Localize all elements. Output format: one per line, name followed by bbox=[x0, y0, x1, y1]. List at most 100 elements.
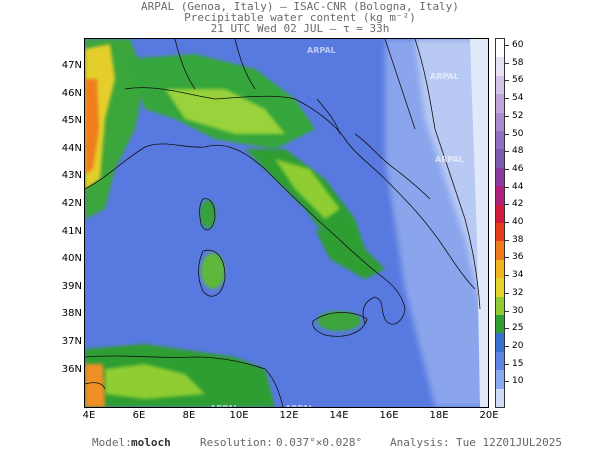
colorbar-tick-label: 15 bbox=[512, 358, 524, 369]
field-apennines-light bbox=[275, 159, 340, 219]
latitude-label: 45N bbox=[61, 115, 82, 127]
colorbar-tick-label: 36 bbox=[512, 252, 524, 263]
latitude-label: 40N bbox=[61, 253, 82, 265]
longitude-label: 8E bbox=[182, 410, 196, 421]
colorbar-tick-mark bbox=[505, 168, 509, 170]
latitude-label: 41N bbox=[61, 225, 82, 237]
colorbar-tick-label: 10 bbox=[512, 376, 524, 387]
colorbar-tick-mark bbox=[505, 151, 509, 153]
colorbar-segment bbox=[496, 278, 504, 298]
colorbar-tick-label: 44 bbox=[512, 181, 524, 192]
colorbar-tick-label: 32 bbox=[512, 287, 524, 298]
colorbar-segment bbox=[496, 149, 504, 169]
field-campania-green bbox=[315, 229, 385, 279]
colorbar-segment bbox=[496, 39, 504, 58]
latitude-label: 47N bbox=[61, 60, 82, 71]
colorbar-tick-label: 25 bbox=[512, 323, 524, 334]
latitude-label: 38N bbox=[61, 308, 82, 320]
colorbar-segment bbox=[496, 351, 504, 371]
colorbar-segment bbox=[496, 94, 504, 114]
colorbar-segment bbox=[496, 223, 504, 242]
colorbar-tick-label: 56 bbox=[512, 75, 524, 86]
field-po-yellowgreen bbox=[165, 89, 285, 134]
watermark: ARPAL bbox=[210, 404, 239, 407]
longitude-label: 18E bbox=[429, 410, 449, 421]
colorbar bbox=[495, 38, 505, 408]
longitude-label: 14E bbox=[329, 410, 349, 421]
field-northeast-lighter bbox=[415, 39, 488, 339]
colorbar-tick-label: 58 bbox=[512, 57, 524, 68]
resolution-label: Resolution: bbox=[200, 436, 273, 449]
colorbar-segment bbox=[496, 204, 504, 224]
colorbar-tick-mark bbox=[505, 275, 509, 277]
colorbar-tick-label: 54 bbox=[512, 93, 524, 104]
field-west-orange bbox=[85, 79, 99, 174]
colorbar-segment bbox=[496, 241, 504, 261]
watermark: ARPAL bbox=[435, 155, 464, 164]
colorbar-tick-mark bbox=[505, 239, 509, 241]
colorbar-tick-mark bbox=[505, 80, 509, 82]
colorbar-tick-label: 20 bbox=[512, 340, 524, 351]
latitude-label: 46N bbox=[61, 87, 82, 99]
latitude-label: 39N bbox=[61, 280, 82, 292]
longitude-label: 4E bbox=[82, 410, 96, 421]
latitude-label: 42N bbox=[61, 198, 82, 209]
colorbar-tick-label: 38 bbox=[512, 234, 524, 245]
colorbar-tick-mark bbox=[505, 381, 509, 383]
colorbar-tick-mark bbox=[505, 204, 509, 206]
field-corsica-green bbox=[200, 200, 216, 228]
colorbar-tick-label: 30 bbox=[512, 305, 524, 316]
colorbar-segment bbox=[496, 112, 504, 132]
model-label: Model: bbox=[92, 436, 132, 449]
colorbar-tick-mark bbox=[505, 45, 509, 46]
colorbar-segment bbox=[496, 296, 504, 316]
field-africa-yellowgreen bbox=[105, 364, 205, 399]
latitude-label: 43N bbox=[61, 170, 82, 182]
colorbar-tick-label: 34 bbox=[512, 270, 524, 281]
colorbar-tick-mark bbox=[505, 222, 509, 223]
watermark: ARPAL bbox=[285, 404, 314, 407]
field-sicily-green bbox=[317, 311, 361, 331]
colorbar-tick-mark bbox=[505, 186, 509, 188]
colorbar-tick-mark bbox=[505, 98, 509, 100]
header-time-line: 21 UTC Wed 02 JUL — τ = 33h bbox=[210, 22, 390, 35]
analysis-value: Tue 12Z01JUL2025 bbox=[456, 436, 562, 449]
header-title-line: ARPAL (Genoa, Italy) — ISAC-CNR (Bologna… bbox=[141, 0, 459, 13]
colorbar-segment bbox=[496, 186, 504, 206]
colorbar-tick-label: 40 bbox=[512, 217, 524, 227]
latitude-label: 37N bbox=[61, 336, 82, 347]
colorbar-segment bbox=[496, 333, 504, 353]
colorbar-tick-mark bbox=[505, 310, 509, 312]
latitude-label: 36N bbox=[61, 363, 82, 375]
analysis-label: Analysis: bbox=[390, 436, 450, 449]
coastlines bbox=[85, 39, 481, 407]
colorbar-tick-mark bbox=[505, 62, 509, 64]
field-africa-orange bbox=[85, 364, 105, 407]
resolution-value: 0.037°×0.028° bbox=[276, 436, 363, 449]
field-sardinia-green bbox=[201, 253, 225, 289]
colorbar-tick-label: 42 bbox=[512, 199, 524, 210]
colorbar-segment bbox=[496, 131, 504, 150]
colorbar-tick-mark bbox=[505, 257, 509, 259]
latitude-label: 44N bbox=[61, 142, 82, 154]
colorbar-tick-mark bbox=[505, 133, 509, 135]
longitude-label: 20E bbox=[479, 410, 499, 421]
colorbar-segment bbox=[496, 315, 504, 334]
colorbar-tick-label: 60 bbox=[512, 40, 524, 50]
colorbar-tick-mark bbox=[505, 115, 509, 117]
colorbar-tick-mark bbox=[505, 363, 509, 365]
colorbar-tick-label: 52 bbox=[512, 110, 524, 121]
field-outside-domain bbox=[470, 39, 488, 407]
colorbar-tick-mark bbox=[505, 328, 509, 330]
longitude-label: 12E bbox=[279, 410, 299, 421]
colorbar-segment bbox=[496, 370, 504, 390]
longitude-label: 16E bbox=[379, 410, 399, 421]
colorbar-tick-mark bbox=[505, 345, 509, 347]
colorbar-tick-label: 46 bbox=[512, 163, 524, 174]
model-value: moloch bbox=[131, 436, 171, 449]
colorbar-segment bbox=[496, 167, 504, 187]
longitude-label: 6E bbox=[132, 410, 146, 421]
precipitable-water-map: ARPAL ARPAL ARPAL ARPAL ARPAL bbox=[84, 38, 489, 408]
colorbar-segment bbox=[496, 75, 504, 95]
longitude-label: 10E bbox=[229, 410, 249, 421]
